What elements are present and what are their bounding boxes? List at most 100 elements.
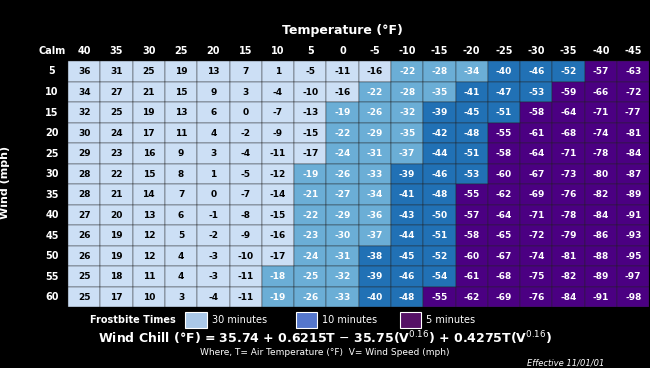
Text: -37: -37 [367,231,383,240]
Text: 35: 35 [45,190,58,199]
Bar [391,266,423,287]
Bar [262,102,294,123]
Bar [359,164,391,184]
Text: 27: 27 [78,210,90,220]
Text: -38: -38 [367,251,383,261]
Text: 15: 15 [175,88,187,96]
Text: -16: -16 [367,67,383,76]
Text: 17: 17 [110,293,123,301]
Bar [585,61,617,82]
Bar [552,82,585,102]
Text: -67: -67 [496,251,512,261]
Bar [197,225,229,246]
Text: -48: -48 [399,293,415,301]
Bar [294,164,326,184]
Bar [488,287,520,307]
Bar [456,102,488,123]
Text: -11: -11 [237,293,254,301]
Text: -24: -24 [302,251,318,261]
Bar [197,61,229,82]
Bar [68,184,100,205]
Bar [229,266,262,287]
Bar [456,184,488,205]
Text: 10: 10 [142,293,155,301]
Bar [423,205,456,225]
Bar [262,164,294,184]
Text: 14: 14 [142,190,155,199]
Text: -33: -33 [367,170,383,178]
Text: 45: 45 [45,230,58,241]
Bar [552,266,585,287]
Text: 26: 26 [78,231,90,240]
Text: -13: -13 [302,108,318,117]
Bar [585,143,617,164]
Text: 11: 11 [142,272,155,281]
Text: -29: -29 [367,128,383,138]
Text: -97: -97 [625,272,642,281]
Bar [617,143,649,164]
Text: -84: -84 [625,149,642,158]
Bar [552,184,585,205]
Text: -69: -69 [528,190,545,199]
Text: -7: -7 [273,108,283,117]
Bar [488,225,520,246]
Text: 25: 25 [45,149,58,159]
Text: -86: -86 [593,231,609,240]
Text: -74: -74 [593,128,609,138]
Bar [520,82,552,102]
Bar [520,102,552,123]
Bar [391,102,423,123]
Bar [68,102,100,123]
Text: -84: -84 [593,210,609,220]
Bar [68,143,100,164]
Bar [68,225,100,246]
Bar [520,266,552,287]
Bar [520,184,552,205]
Bar [133,61,165,82]
Text: 16: 16 [142,149,155,158]
Text: -1: -1 [209,210,218,220]
Bar [326,205,359,225]
Text: -32: -32 [399,108,415,117]
Bar [36,184,68,205]
Bar [197,287,229,307]
Bar [423,102,456,123]
Text: -22: -22 [335,128,351,138]
Text: -54: -54 [431,272,448,281]
Bar [100,61,133,82]
Text: Wind (mph): Wind (mph) [0,146,10,219]
Text: 15: 15 [142,170,155,178]
Text: -46: -46 [431,170,448,178]
Bar [552,61,585,82]
Bar [133,287,165,307]
Bar [423,61,456,82]
Bar [391,246,423,266]
Text: -39: -39 [399,170,415,178]
Bar [585,82,617,102]
Text: 36: 36 [78,67,90,76]
Bar [36,266,68,287]
Text: 30 minutes: 30 minutes [212,315,267,325]
Bar [294,143,326,164]
Text: -62: -62 [496,190,512,199]
Text: -64: -64 [496,210,512,220]
Text: -29: -29 [334,210,351,220]
Text: 30: 30 [78,128,90,138]
Text: -53: -53 [463,170,480,178]
Bar [423,225,456,246]
Text: -46: -46 [399,272,415,281]
Bar [520,225,552,246]
Bar [133,225,165,246]
Text: -22: -22 [367,88,383,96]
Text: -37: -37 [399,149,415,158]
Text: 18: 18 [111,272,123,281]
Bar [197,164,229,184]
Text: -27: -27 [334,190,351,199]
Text: -35: -35 [399,128,415,138]
Bar [165,164,197,184]
Bar [585,164,617,184]
Bar [326,287,359,307]
Bar [617,184,649,205]
Text: -74: -74 [528,251,545,261]
Text: -31: -31 [367,149,383,158]
